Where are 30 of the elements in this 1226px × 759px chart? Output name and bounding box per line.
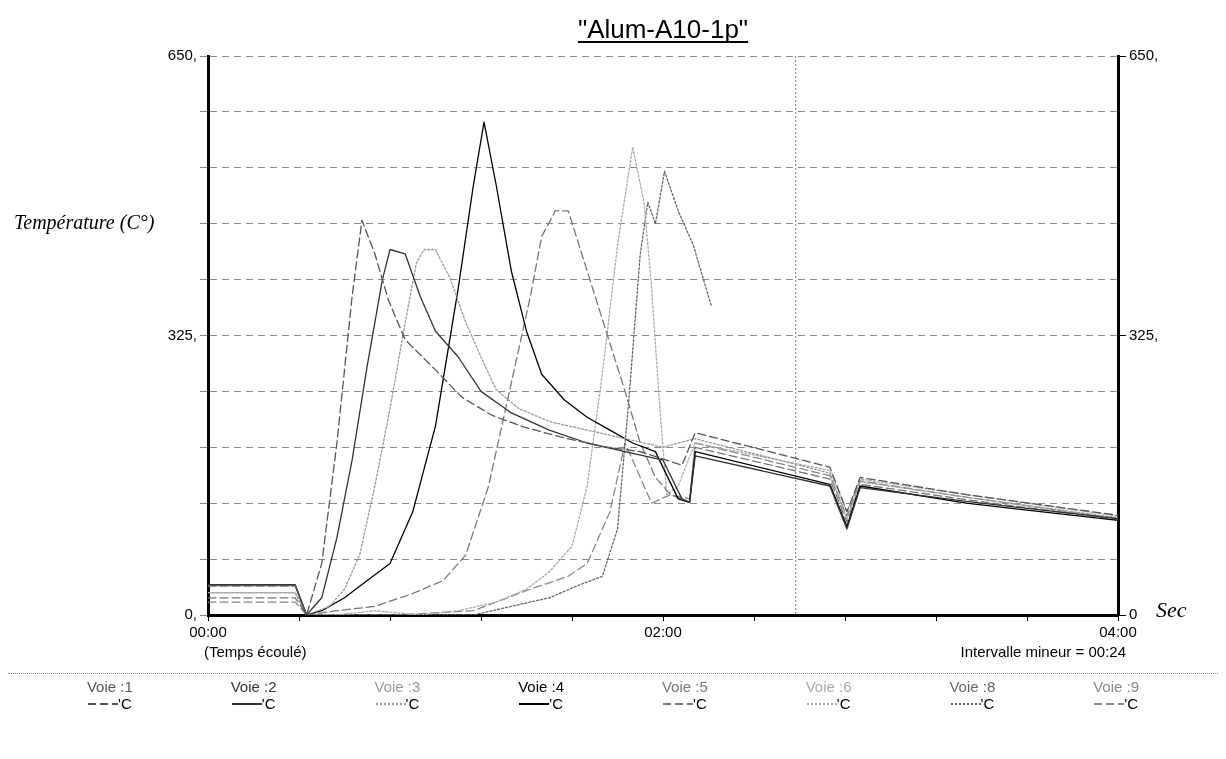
y2-tick-label: 0 bbox=[1129, 605, 1138, 623]
text: Voie :2 bbox=[230, 678, 277, 695]
y2-tick-label: 325, bbox=[1129, 325, 1159, 343]
text: Voie :3 bbox=[374, 678, 421, 695]
text: 'C bbox=[980, 695, 995, 712]
y-tick-label: 325, bbox=[167, 325, 197, 343]
x-tick-label: 02:00 bbox=[644, 623, 682, 641]
text: 'C bbox=[1124, 695, 1138, 712]
x-tick-label: 04:00 bbox=[1099, 623, 1137, 641]
text: Intervalle mineur = 00:24 bbox=[960, 643, 1126, 660]
text: Voie :9 bbox=[1093, 678, 1140, 695]
text: Voie :6 bbox=[805, 678, 852, 695]
text: 'C bbox=[693, 695, 707, 712]
chart-title: "Alum-A10-1p" bbox=[577, 14, 749, 44]
text: 'C bbox=[836, 695, 851, 712]
text: Sec bbox=[1156, 597, 1187, 622]
text: 'C bbox=[118, 695, 132, 712]
text: 'C bbox=[261, 695, 276, 712]
y2-tick-label: 650, bbox=[1129, 46, 1159, 64]
text: 'C bbox=[405, 695, 420, 712]
x-axis-title: (Temps écoulé) bbox=[204, 643, 307, 660]
text: Voie :5 bbox=[661, 678, 708, 695]
text: Voie :8 bbox=[949, 678, 996, 695]
y-tick-label: 0, bbox=[184, 605, 197, 623]
text: Voie :4 bbox=[518, 678, 565, 695]
text: 'C bbox=[549, 695, 563, 712]
x-tick-label: 00:00 bbox=[189, 623, 227, 641]
y-axis-title: Température (C°) bbox=[14, 210, 155, 234]
text: Voie :1 bbox=[86, 678, 133, 695]
y-tick-label: 650, bbox=[167, 46, 197, 64]
